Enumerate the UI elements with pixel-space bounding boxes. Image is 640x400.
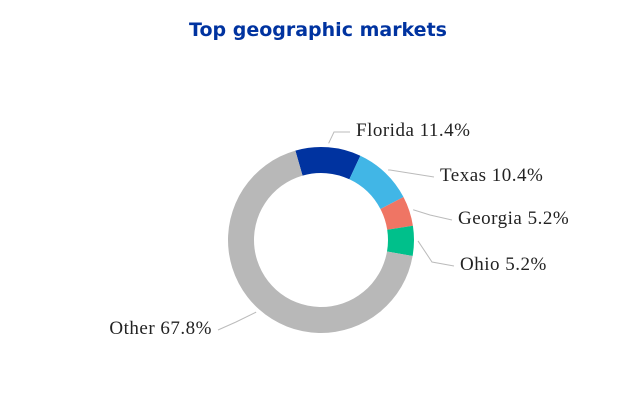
chart-title: Top geographic markets (189, 19, 447, 41)
donut-slice (295, 146, 361, 180)
label-value: 5.2% (528, 208, 570, 229)
label-value: 5.2% (505, 254, 547, 275)
label-value: 10.4% (492, 165, 544, 186)
label-name: Ohio (460, 254, 500, 275)
data-label: Texas 10.4% (440, 165, 543, 186)
label-value: 67.8% (160, 318, 212, 339)
donut-slice (386, 225, 414, 257)
leader-line (388, 169, 435, 178)
label-value: 11.4% (420, 120, 471, 141)
data-label: Ohio 5.2% (460, 254, 547, 275)
label-name: Florida (356, 120, 414, 141)
leader-line (217, 311, 257, 331)
label-name: Other (109, 318, 155, 339)
donut-slice (380, 197, 413, 230)
leader-line (417, 240, 455, 267)
label-name: Georgia (458, 208, 522, 229)
data-label: Other 67.8% (109, 318, 212, 339)
data-label: Florida 11.4% (356, 120, 471, 141)
label-name: Texas (440, 165, 487, 186)
leader-line (413, 209, 453, 221)
leader-line (328, 131, 350, 144)
data-label: Georgia 5.2% (458, 208, 569, 229)
donut-slice (349, 155, 404, 210)
